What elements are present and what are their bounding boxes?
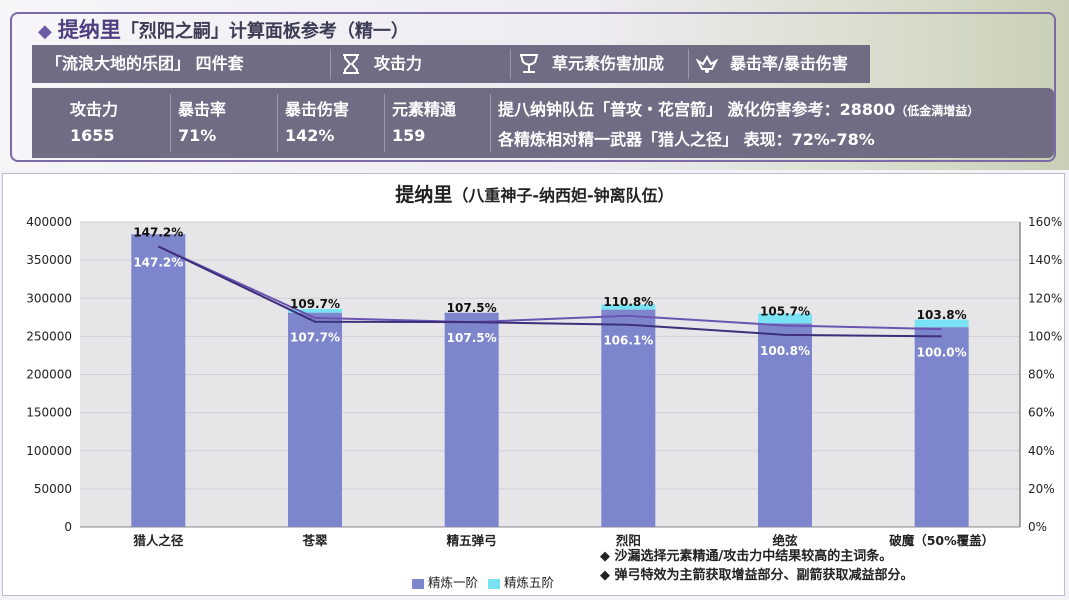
- refinement-performance: 各精炼相对精一武器「猎人之径」 表现：72%-78%: [498, 130, 875, 149]
- y2-tick-label: 0%: [1028, 520, 1047, 534]
- y2-tick-label: 100%: [1028, 329, 1062, 343]
- title-character: 提纳里: [57, 18, 121, 42]
- x-tick-label: 精五弹弓: [447, 533, 497, 548]
- bar-r1: [444, 312, 499, 527]
- y2-tick-label: 160%: [1028, 215, 1062, 229]
- reference-note: （低金满增益）: [895, 104, 980, 118]
- y2-tick-label: 140%: [1028, 253, 1062, 267]
- bar-r1: [601, 309, 656, 527]
- note-slingshot: ◆ 弹弓特效为主箭获取增益部分、副箭获取减益部分。: [600, 568, 914, 583]
- data-label-r5: 110.8%: [603, 295, 653, 309]
- data-label-r5: 103.8%: [917, 308, 967, 322]
- data-label-r5: 109.7%: [290, 297, 340, 311]
- legend-label-r5: 精炼五阶: [504, 575, 555, 590]
- chart-title: 提纳里（八重神子-纳西妲-钟离队伍）: [395, 184, 674, 206]
- y-tick-label: 200000: [26, 368, 72, 382]
- y2-tick-label: 40%: [1028, 444, 1055, 458]
- legend-swatch-r5: [488, 578, 500, 589]
- y-tick-label: 350000: [26, 253, 72, 267]
- bar-r5: [914, 319, 969, 328]
- y2-tick-label: 120%: [1028, 291, 1062, 305]
- diamond-icon: ◆: [38, 21, 52, 42]
- data-label-r5: 147.2%: [133, 225, 183, 239]
- header-panel: ◆ 提纳里「烈阳之嗣」计算面板参考（精一） 「流浪大地的乐团」 四件套 攻击力 草…: [0, 0, 1069, 170]
- y2-tick-label: 60%: [1028, 406, 1055, 420]
- y-tick-label: 400000: [26, 215, 72, 229]
- circlet-icon: [696, 54, 718, 73]
- hourglass-icon: [343, 54, 359, 74]
- bar-r5: [601, 304, 656, 310]
- title-subtitle: 「烈阳之嗣」计算面板参考（精一）: [120, 21, 409, 42]
- header-frame: [10, 12, 1056, 162]
- line-r1-ratio: [157, 245, 942, 338]
- y-tick-label: 250000: [26, 329, 72, 343]
- note-sands: ◆ 沙漏选择元素精通/攻击力中结果较高的主词条。: [600, 549, 893, 564]
- goblet-icon: [519, 54, 539, 73]
- bar-r1: [131, 234, 186, 527]
- equipment-row: 「流浪大地的乐团」 四件套 攻击力 草元素伤害加成 暴击率/暴击伤害: [32, 45, 870, 83]
- y-tick-label: 50000: [34, 482, 72, 496]
- data-label-r5: 105.7%: [760, 305, 810, 319]
- bar-r5: [758, 313, 812, 324]
- data-label-r1: 100.8%: [760, 344, 810, 358]
- line-r5-ratio: [157, 245, 942, 331]
- bar-r5: [288, 308, 342, 313]
- bar-r1: [758, 323, 812, 527]
- sands-stat-label: 攻击力: [374, 54, 423, 73]
- data-label-r1: 107.7%: [290, 331, 340, 345]
- bar-r1: [914, 327, 969, 527]
- y-tick-label: 0: [64, 520, 72, 534]
- artifact-set-label: 「流浪大地的乐团」 四件套: [46, 54, 244, 73]
- x-tick-label: 绝弦: [772, 533, 798, 548]
- chart-subtitle: （八重神子-纳西妲-钟离队伍）: [452, 186, 674, 205]
- x-tick-label: 烈阳: [616, 533, 641, 548]
- y2-tick-label: 20%: [1028, 482, 1055, 496]
- page-title: ◆ 提纳里「烈阳之嗣」计算面板参考（精一）: [38, 14, 409, 44]
- circlet-stat-label: 暴击率/暴击伤害: [730, 54, 848, 73]
- y-tick-label: 150000: [26, 406, 72, 420]
- legend-label-r1: 精炼一阶: [428, 575, 479, 590]
- y-tick-label: 300000: [26, 291, 72, 305]
- data-label-r1: 147.2%: [133, 255, 183, 269]
- x-tick-label: 苍翠: [301, 533, 328, 548]
- goblet-stat-label: 草元素伤害加成: [552, 54, 665, 73]
- x-tick-label: 破魔（50%覆盖）: [889, 533, 994, 548]
- x-tick-label: 猎人之径: [133, 533, 184, 548]
- stats-panel: 攻击力 1655 暴击率 71% 暴击伤害 142% 元素精通 159 提八纳钟…: [32, 88, 1054, 158]
- data-label-r1: 100.0%: [917, 345, 967, 359]
- legend-swatch-r1: [412, 578, 424, 589]
- bar-r1: [288, 312, 342, 527]
- data-label-r1: 107.5%: [447, 331, 497, 345]
- data-label-r1: 106.1%: [603, 334, 653, 348]
- y-tick-label: 100000: [26, 444, 72, 458]
- y2-tick-label: 80%: [1028, 368, 1055, 382]
- chart-legend: 精炼一阶 精炼五阶: [412, 572, 554, 591]
- data-label-r5: 107.5%: [447, 301, 497, 315]
- reference-damage: 提八纳钟队伍「普攻・花宫箭」 激化伤害参考：28800: [498, 100, 896, 119]
